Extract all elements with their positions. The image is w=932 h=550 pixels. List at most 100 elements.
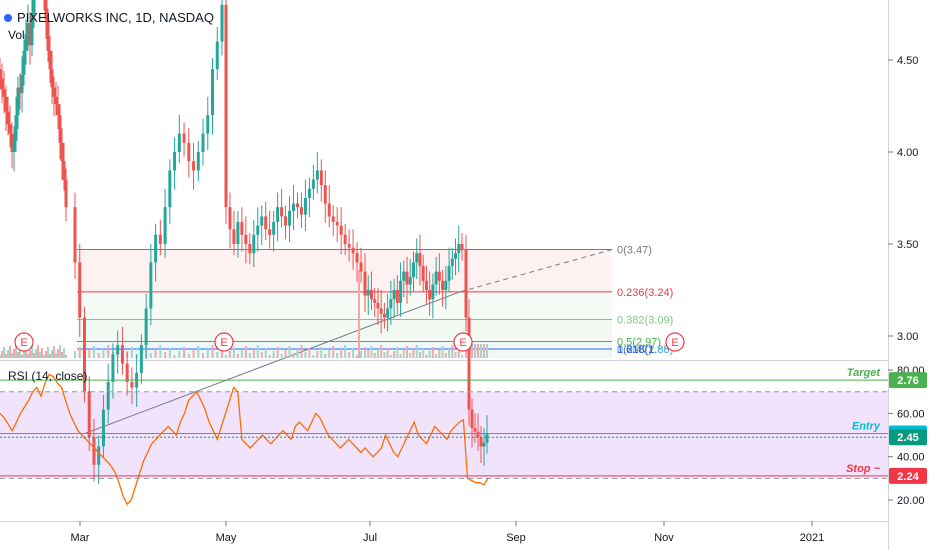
candle-body xyxy=(232,229,236,244)
volume-bar xyxy=(13,349,15,358)
candle-body xyxy=(447,266,451,281)
volume-bar xyxy=(312,355,315,358)
volume-bar xyxy=(389,355,392,358)
volume-bar xyxy=(364,354,366,358)
trend-lines[interactable] xyxy=(84,249,613,434)
volume-bar xyxy=(435,354,438,358)
candle-body xyxy=(331,216,335,222)
candle-body xyxy=(220,4,224,42)
fib-level-label: 1(2.47) xyxy=(617,344,652,356)
candle-body xyxy=(476,431,480,438)
volume-bar xyxy=(406,346,409,358)
candle-body xyxy=(464,249,468,318)
candle-body xyxy=(244,234,248,244)
candle-body xyxy=(12,140,16,152)
price-tick-label: 4.00 xyxy=(897,147,918,159)
rsi-series-line xyxy=(0,373,489,506)
candle-body xyxy=(187,142,191,162)
candle-body xyxy=(2,89,6,97)
volume-bar xyxy=(9,346,11,358)
volume-bar xyxy=(344,345,347,358)
volume-bar xyxy=(399,354,402,358)
earnings-marker[interactable] xyxy=(14,332,34,352)
candle-body xyxy=(106,382,110,410)
candle-body xyxy=(52,87,56,97)
candle-body xyxy=(32,0,36,14)
volume-bar xyxy=(21,355,23,358)
volume-bar xyxy=(173,355,176,358)
candle-body xyxy=(30,14,34,46)
volume-bar xyxy=(11,353,13,358)
earnings-marker[interactable] xyxy=(665,332,685,352)
candle-body xyxy=(311,179,315,189)
candle-body xyxy=(431,284,435,300)
candle-body xyxy=(460,244,464,250)
volume-bar xyxy=(0,355,1,358)
earnings-marker[interactable] xyxy=(453,332,473,352)
volume-bar xyxy=(471,344,473,358)
volume-bar xyxy=(272,351,275,358)
candle-body xyxy=(224,4,228,208)
candle-body xyxy=(56,104,60,116)
volume-bar xyxy=(461,355,463,358)
volume-bar xyxy=(33,353,35,358)
time-tick-label: Sep xyxy=(506,532,526,544)
trade-level-value: 2.45 xyxy=(897,432,918,444)
volume-bar xyxy=(63,348,65,358)
volume-bar xyxy=(225,355,227,358)
candle-body xyxy=(149,262,153,309)
volume-bar xyxy=(316,351,319,358)
volume-bar xyxy=(49,354,51,358)
volume-bar xyxy=(308,348,311,358)
trade-level-value-tag xyxy=(889,429,927,446)
chart-title[interactable]: PIXELWORKS INC, 1D, NASDAQ xyxy=(17,10,214,25)
volume-bar xyxy=(370,346,373,358)
candle-body xyxy=(288,210,292,226)
earnings-marker[interactable] xyxy=(214,332,234,352)
fib-zone xyxy=(77,249,612,292)
candle-body xyxy=(10,133,14,152)
volume-bar xyxy=(5,354,7,358)
candle-body xyxy=(87,391,91,438)
candle-body xyxy=(437,271,441,281)
volume-bar xyxy=(393,351,396,358)
candle-body xyxy=(268,229,272,235)
volume-bar xyxy=(373,353,376,358)
candle-body xyxy=(389,299,393,309)
candle-body xyxy=(0,69,2,79)
volume-bar xyxy=(474,344,476,358)
rsi-title[interactable]: RSI (14, close) xyxy=(8,369,87,383)
candle-body xyxy=(58,115,62,143)
volume-bar xyxy=(418,352,421,358)
volume-bar xyxy=(55,353,57,358)
volume-bar xyxy=(228,351,231,358)
volume-bar xyxy=(422,348,425,358)
candle-body xyxy=(264,216,268,230)
volume-bar xyxy=(159,345,162,358)
volume-bar xyxy=(59,345,61,358)
candle-body xyxy=(173,152,177,171)
fib-level-label: 0.382(3.09) xyxy=(617,314,673,326)
candle-body xyxy=(444,280,448,290)
candle-body xyxy=(196,152,200,171)
volume-label[interactable]: Vol xyxy=(8,28,25,42)
candle-body xyxy=(125,363,129,382)
volume-bar xyxy=(425,355,428,358)
volume-bar xyxy=(264,348,267,358)
volume-bar xyxy=(78,347,81,358)
volume-bar xyxy=(304,352,307,358)
candle-body xyxy=(50,69,54,88)
candle-body xyxy=(415,253,419,263)
candle-body xyxy=(303,198,307,215)
candle-body xyxy=(335,221,339,226)
volume-bar xyxy=(244,346,247,358)
candle-body xyxy=(101,409,105,447)
volume-bar xyxy=(29,350,31,358)
candle-body xyxy=(62,161,66,180)
volume-bar xyxy=(477,344,479,358)
volume-bar xyxy=(43,355,45,358)
candle-body xyxy=(373,299,377,303)
